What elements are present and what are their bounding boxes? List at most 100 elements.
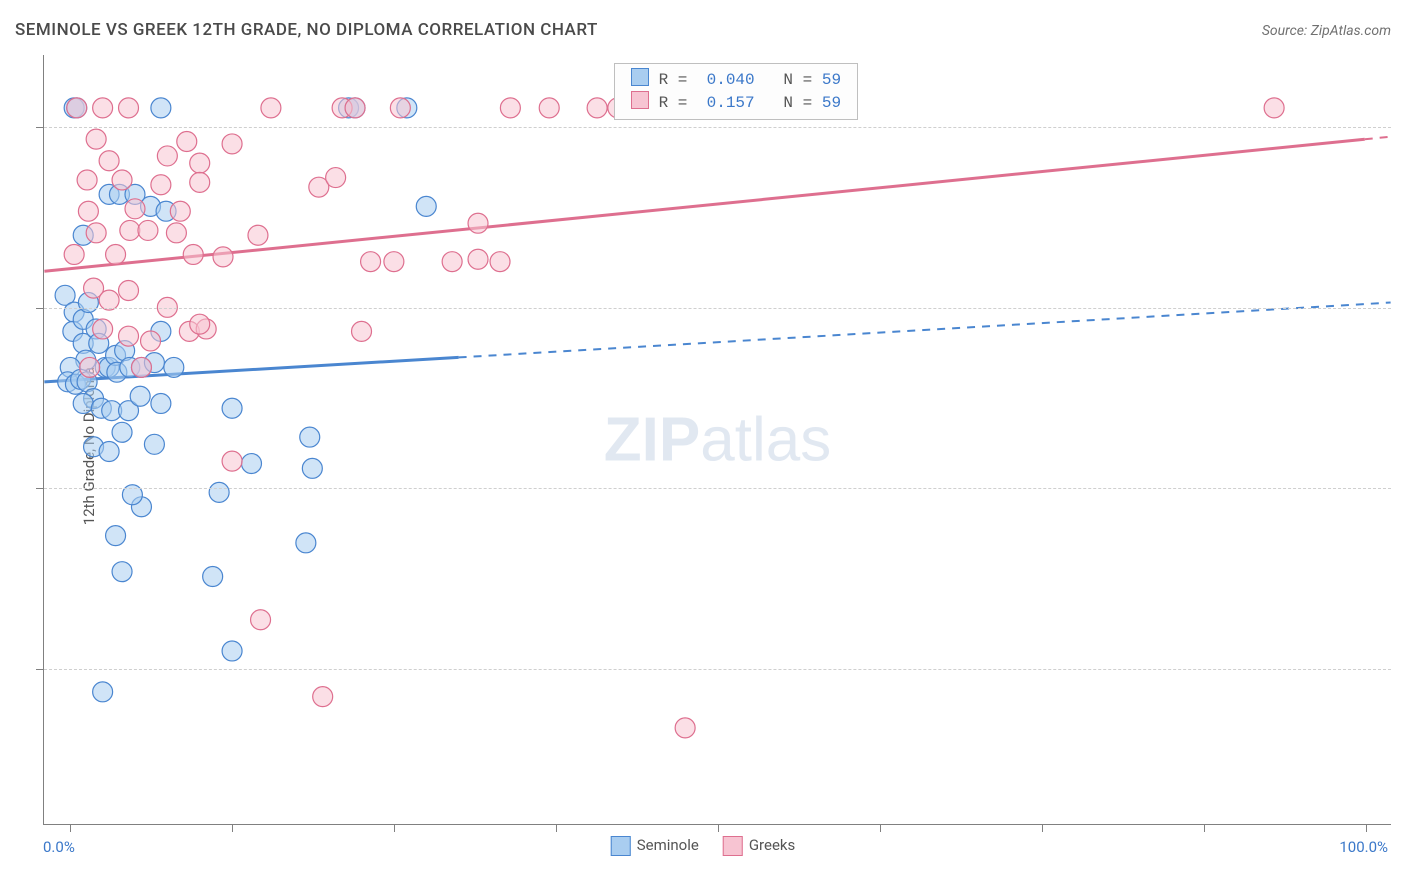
scatter-point [141, 331, 161, 351]
scatter-point [73, 393, 93, 413]
scatter-point [468, 249, 488, 269]
scatter-point [490, 252, 510, 272]
stat-legend: R = 0.040 N = 59 R = 0.157 N = 59 [614, 63, 858, 120]
x-tick [718, 824, 719, 832]
y-tick-label: 85.0% [1396, 479, 1406, 497]
scatter-point [67, 98, 87, 118]
scatter-point [384, 252, 404, 272]
x-tick [232, 824, 233, 832]
scatter-points [44, 55, 1391, 824]
scatter-point [119, 326, 139, 346]
scatter-point [151, 393, 171, 413]
legend-label: Greeks [749, 836, 795, 854]
legend-item: Seminole [611, 836, 699, 856]
scatter-point [300, 427, 320, 447]
scatter-point [106, 526, 126, 546]
scatter-point [209, 482, 229, 502]
bottom-legend: Seminole Greeks [611, 836, 796, 856]
scatter-point [170, 201, 190, 221]
scatter-point [86, 129, 106, 149]
legend-swatch [631, 91, 649, 109]
scatter-point [93, 319, 113, 339]
y-tick-label: 77.5% [1396, 660, 1406, 678]
scatter-point [222, 398, 242, 418]
stat-legend-row: R = 0.157 N = 59 [631, 91, 841, 114]
scatter-point [248, 225, 268, 245]
scatter-point [177, 132, 197, 152]
x-tick [1042, 824, 1043, 832]
scatter-point [93, 98, 113, 118]
legend-swatch [631, 68, 649, 86]
scatter-point [675, 718, 695, 738]
grid-line [44, 669, 1391, 670]
scatter-point [183, 244, 203, 264]
scatter-point [242, 454, 262, 474]
scatter-point [222, 134, 242, 154]
scatter-point [500, 98, 520, 118]
y-tick [36, 669, 44, 670]
scatter-point [112, 422, 132, 442]
stat-r-value: 0.040 [697, 71, 755, 89]
scatter-point [468, 213, 488, 233]
chart-container: SEMINOLE VS GREEK 12TH GRADE, NO DIPLOMA… [0, 0, 1406, 892]
scatter-point [352, 321, 372, 341]
scatter-point [86, 223, 106, 243]
scatter-point [222, 451, 242, 471]
scatter-point [296, 533, 316, 553]
scatter-point [106, 244, 126, 264]
x-tick [880, 824, 881, 832]
x-tick [1204, 824, 1205, 832]
scatter-point [442, 252, 462, 272]
y-tick [36, 488, 44, 489]
stat-r-value: 0.157 [697, 94, 755, 112]
scatter-point [151, 175, 171, 195]
y-tick [36, 308, 44, 309]
stat-legend-row: R = 0.040 N = 59 [631, 68, 841, 91]
scatter-point [313, 687, 333, 707]
scatter-point [99, 151, 119, 171]
x-axis-max-label: 100.0% [1339, 838, 1388, 856]
scatter-point [144, 434, 164, 454]
x-axis-min-label: 0.0% [43, 838, 75, 856]
scatter-point [203, 566, 223, 586]
scatter-point [77, 170, 97, 190]
scatter-point [361, 252, 381, 272]
scatter-point [222, 641, 242, 661]
x-tick [70, 824, 71, 832]
legend-swatch [611, 836, 631, 856]
scatter-point [80, 357, 100, 377]
chart-title: SEMINOLE VS GREEK 12TH GRADE, NO DIPLOMA… [15, 20, 598, 40]
legend-swatch [723, 836, 743, 856]
scatter-point [213, 247, 233, 267]
scatter-point [119, 281, 139, 301]
x-tick [556, 824, 557, 832]
scatter-point [138, 220, 158, 240]
x-tick [1366, 824, 1367, 832]
scatter-point [131, 357, 151, 377]
scatter-point [157, 146, 177, 166]
scatter-point [190, 153, 210, 173]
scatter-point [261, 98, 281, 118]
scatter-point [587, 98, 607, 118]
scatter-point [112, 562, 132, 582]
x-tick [394, 824, 395, 832]
scatter-point [130, 386, 150, 406]
legend-item: Greeks [723, 836, 795, 856]
scatter-point [166, 223, 186, 243]
scatter-point [119, 98, 139, 118]
scatter-point [190, 172, 210, 192]
scatter-point [164, 357, 184, 377]
y-tick-label: 100.0% [1396, 118, 1406, 136]
scatter-point [151, 98, 171, 118]
scatter-point [78, 201, 98, 221]
stat-n-value: 59 [822, 94, 841, 112]
scatter-point [251, 610, 271, 630]
scatter-point [99, 442, 119, 462]
y-tick [36, 127, 44, 128]
grid-line [44, 488, 1391, 489]
scatter-point [539, 98, 559, 118]
plot-area: ZIPatlas R = 0.040 N = 59 R = 0.157 N = … [43, 55, 1391, 825]
scatter-point [345, 98, 365, 118]
scatter-point [326, 168, 346, 188]
scatter-point [1264, 98, 1284, 118]
